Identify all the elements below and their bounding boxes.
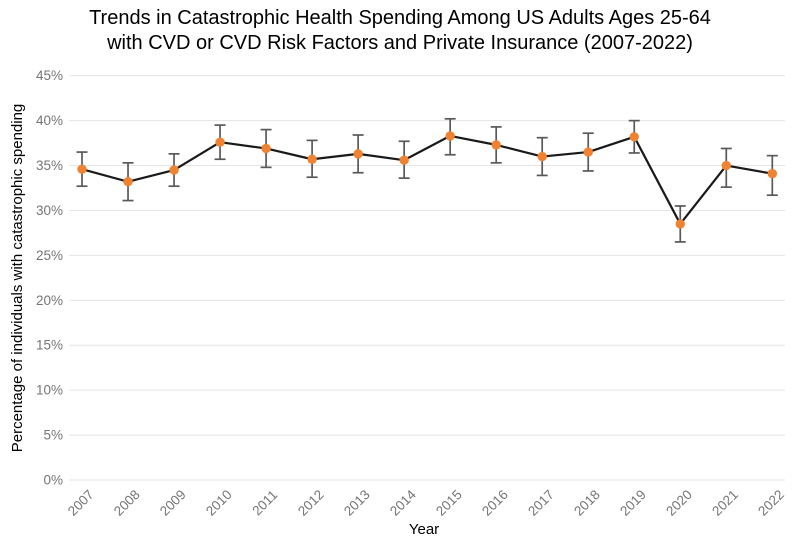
- x-tick-label: 2011: [249, 487, 280, 518]
- y-tick-label: 20%: [36, 293, 63, 308]
- chart-title-line-1: Trends in Catastrophic Health Spending A…: [89, 7, 711, 29]
- data-point: [675, 219, 685, 229]
- x-tick-label: 2017: [525, 487, 557, 519]
- y-tick-label: 5%: [43, 428, 63, 443]
- x-tick-label: 2010: [203, 487, 235, 519]
- chart-title-line-2: with CVD or CVD Risk Factors and Private…: [107, 32, 693, 54]
- x-tick-label: 2021: [709, 487, 741, 519]
- data-point: [261, 143, 271, 154]
- x-tick-label: 2014: [387, 487, 419, 519]
- y-tick-label: 35%: [36, 158, 63, 173]
- x-tick-label: 2008: [111, 487, 143, 519]
- chart-title: Trends in Catastrophic Health Spending A…: [0, 6, 800, 56]
- data-point: [721, 160, 731, 171]
- x-tick-label: 2019: [617, 487, 649, 519]
- x-tick-label: 2020: [663, 487, 695, 519]
- trend-line: [81, 134, 773, 226]
- y-tick-label: 25%: [36, 248, 63, 263]
- x-tick-label: 2013: [341, 487, 373, 519]
- y-axis-title: Percentage of individuals with catastrop…: [9, 104, 26, 453]
- data-point: [537, 151, 547, 162]
- data-point: [123, 177, 133, 187]
- x-tick-label: 2009: [157, 487, 189, 519]
- data-point: [307, 154, 317, 164]
- x-tick-label: 2022: [755, 487, 787, 519]
- x-tick-label: 2018: [571, 487, 603, 519]
- data-point: [169, 165, 179, 175]
- y-tick-label: 40%: [36, 113, 63, 128]
- data-point: [491, 140, 501, 150]
- x-tick-label: 2007: [65, 487, 97, 519]
- data-point: [445, 131, 455, 141]
- y-tick-label: 15%: [36, 338, 63, 353]
- x-axis-title: Year: [409, 521, 439, 538]
- y-tick-label: 30%: [36, 203, 63, 218]
- data-point: [629, 132, 639, 142]
- x-tick-label: 2016: [479, 487, 511, 519]
- y-tick-label: 10%: [36, 383, 63, 398]
- data-point: [353, 149, 363, 159]
- data-point: [215, 137, 225, 147]
- y-tick-label: 0%: [43, 473, 63, 488]
- data-point: [583, 147, 593, 157]
- data-point: [767, 168, 777, 179]
- x-tick-label: 2015: [433, 487, 465, 519]
- x-tick-label: 2012: [295, 487, 327, 519]
- data-point: [77, 164, 87, 174]
- data-point: [399, 155, 409, 165]
- y-tick-label: 45%: [36, 68, 63, 83]
